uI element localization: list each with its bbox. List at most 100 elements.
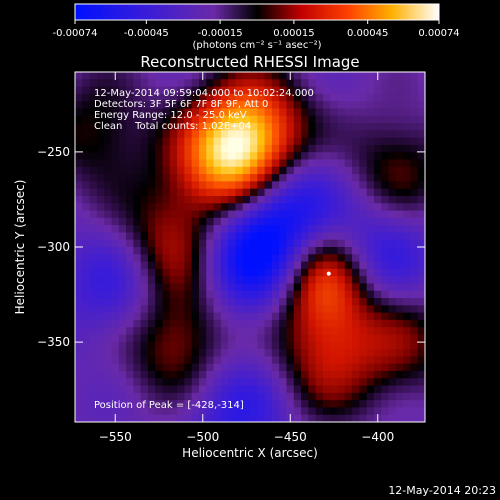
heatmap-cell <box>96 144 105 153</box>
heatmap-cell <box>184 123 193 131</box>
heatmap-cell <box>104 298 113 306</box>
heatmap-cell <box>155 305 164 314</box>
heatmap-cell <box>162 188 171 197</box>
heatmap-cell <box>133 79 142 88</box>
heatmap-cell <box>279 181 288 190</box>
heatmap-cell <box>359 123 368 131</box>
heatmap-cell <box>410 400 419 409</box>
heatmap-cell <box>395 312 404 321</box>
heatmap-cell <box>169 217 178 226</box>
heatmap-cell <box>315 86 324 95</box>
heatmap-cell <box>315 334 324 343</box>
heatmap-cell <box>257 217 266 226</box>
heatmap-cell <box>293 385 302 394</box>
heatmap-cell <box>359 327 368 336</box>
heatmap-cell <box>82 210 91 219</box>
heatmap-cell <box>198 305 207 314</box>
heatmap-cell <box>118 305 127 314</box>
heatmap-cell <box>293 400 302 409</box>
heatmap-cell <box>118 392 127 401</box>
heatmap-cell <box>352 305 360 314</box>
heatmap-cell <box>271 290 280 299</box>
heatmap-cell <box>366 130 375 139</box>
heatmap-cell <box>118 130 127 139</box>
heatmap-cell <box>147 268 156 277</box>
heatmap-cell <box>257 356 266 365</box>
heatmap-cell <box>257 407 266 416</box>
heatmap-cell <box>82 79 91 88</box>
heatmap-cell <box>388 210 397 219</box>
heatmap-cell <box>257 144 266 153</box>
heatmap-cell <box>184 86 193 95</box>
heatmap-cell <box>388 407 397 416</box>
heatmap-cell <box>133 137 142 146</box>
heatmap-cell <box>279 93 288 102</box>
heatmap-cell <box>169 319 178 328</box>
heatmap-cell <box>169 225 178 234</box>
heatmap-cell <box>155 166 164 175</box>
heatmap-cell <box>271 115 280 124</box>
heatmap-cell <box>162 298 171 306</box>
heatmap-cell <box>322 414 331 422</box>
heatmap-cell <box>242 174 251 182</box>
heatmap-cell <box>337 268 346 277</box>
heatmap-cell <box>155 370 164 379</box>
heatmap-cell <box>220 225 229 234</box>
heatmap-cell <box>177 232 185 241</box>
heatmap-cell <box>162 181 171 190</box>
heatmap-cell <box>417 298 425 306</box>
heatmap-cell <box>242 319 251 328</box>
heatmap-cell <box>366 72 375 80</box>
heatmap-cell <box>271 130 280 139</box>
heatmap-cell <box>388 356 397 365</box>
heatmap-cell <box>213 298 222 306</box>
heatmap-cell <box>286 115 295 124</box>
heatmap-cell <box>279 341 288 350</box>
heatmap-cell <box>198 195 207 204</box>
heatmap-cell <box>279 101 288 110</box>
heatmap-cell <box>403 414 412 422</box>
heatmap-cell <box>417 370 425 379</box>
heatmap-cell <box>359 414 368 422</box>
heatmap-cell <box>147 232 156 241</box>
heatmap-cell <box>250 298 258 306</box>
heatmap-cell <box>140 152 149 161</box>
heatmap-cell <box>403 298 412 306</box>
heatmap-cell <box>330 400 339 409</box>
heatmap-cell <box>75 334 83 343</box>
heatmap-cell <box>242 93 251 102</box>
heatmap-cell <box>96 334 105 343</box>
heatmap-cell <box>315 232 324 241</box>
heatmap-cell <box>381 123 390 131</box>
heatmap-cell <box>111 327 120 336</box>
heatmap-cell <box>140 276 149 285</box>
heatmap-cell <box>344 232 353 241</box>
heatmap-cell <box>388 370 397 379</box>
heatmap-cell <box>96 400 105 409</box>
heatmap-cell <box>366 79 375 88</box>
heatmap-cell <box>366 159 375 168</box>
heatmap-cell <box>235 254 244 263</box>
heatmap-cell <box>96 159 105 168</box>
heatmap-cell <box>381 115 390 124</box>
heatmap-cell <box>126 130 134 139</box>
heatmap-cell <box>366 341 375 350</box>
heatmap-cell <box>89 217 98 226</box>
heatmap-cell <box>96 225 105 234</box>
heatmap-cell <box>264 363 273 372</box>
heatmap-cell <box>89 123 98 131</box>
heatmap-cell <box>155 86 164 95</box>
heatmap-cell <box>322 290 331 299</box>
heatmap-cell <box>198 152 207 161</box>
heatmap-cell <box>373 123 382 131</box>
heatmap-cell <box>322 152 331 161</box>
heatmap-cell <box>330 72 339 80</box>
heatmap-cell <box>293 152 302 161</box>
heatmap-cell <box>301 392 309 401</box>
heatmap-cell <box>271 166 280 175</box>
heatmap-cell <box>140 247 149 255</box>
heatmap-cell <box>155 232 164 241</box>
heatmap-cell <box>111 247 120 255</box>
heatmap-cell <box>147 101 156 110</box>
heatmap-cell <box>337 159 346 168</box>
